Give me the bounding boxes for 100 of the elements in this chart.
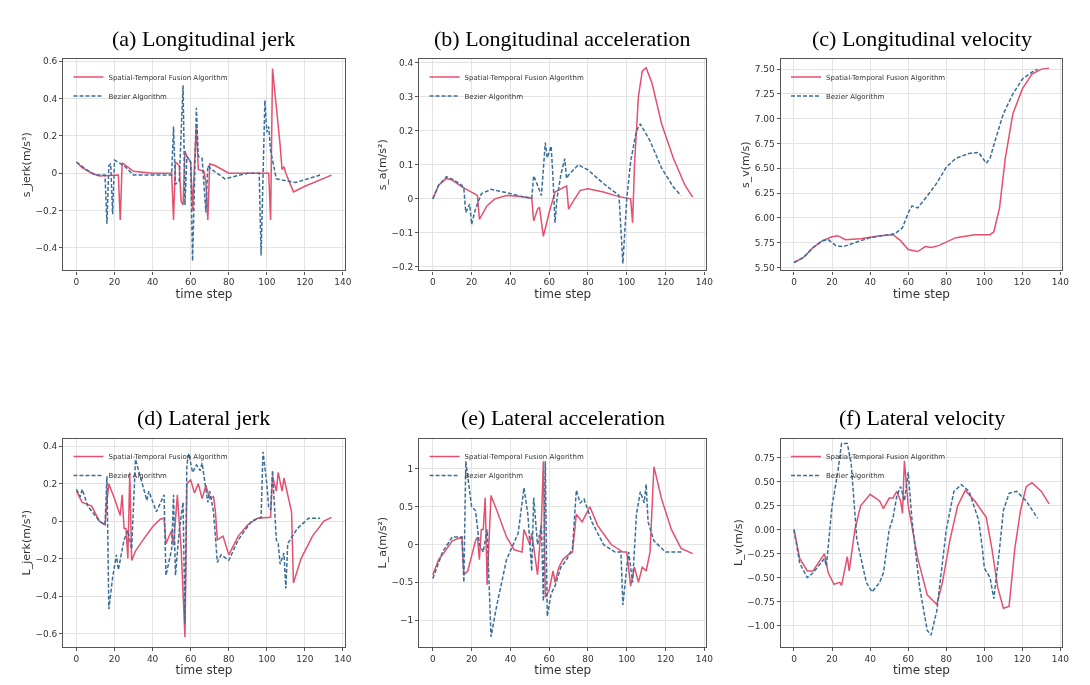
- x-tick-label: 120: [656, 653, 675, 664]
- y-tick-label: 0.4: [399, 57, 414, 68]
- y-tick-label: 5.75: [754, 237, 775, 248]
- x-axis-title: time step: [893, 287, 950, 302]
- y-tick-label: 0.6: [42, 56, 58, 67]
- y-tick-label: 0: [51, 516, 58, 527]
- x-tick-label: 40: [504, 653, 517, 664]
- x-tick-label: 120: [656, 277, 675, 288]
- y-tick-label: 0.50: [754, 476, 776, 487]
- x-axis-title: time step: [534, 287, 592, 302]
- y-tick-label: −1.00: [747, 620, 776, 631]
- x-tick-label: 140: [1051, 653, 1070, 664]
- x-tick-label: 40: [864, 277, 877, 288]
- y-tick-label: −0.75: [747, 596, 775, 607]
- y-tick-label: −0.4: [35, 591, 58, 602]
- y-tick-label: −0.1: [391, 228, 414, 239]
- x-tick-label: 20: [826, 277, 839, 288]
- x-tick-label: 120: [1013, 653, 1032, 664]
- y-tick-label: 0: [407, 539, 414, 550]
- y-tick-label: −0.4: [35, 243, 58, 254]
- y-axis-title: L_v(m/s): [731, 519, 745, 567]
- y-tick-label: 7.25: [754, 89, 775, 100]
- x-tick-label: 120: [296, 277, 314, 288]
- y-tick-label: 0.2: [42, 130, 58, 141]
- y-tick-label: 7.50: [754, 64, 776, 75]
- x-tick-label: 20: [108, 653, 121, 664]
- x-tick-label: 140: [1051, 277, 1070, 288]
- x-tick-label: 60: [543, 277, 556, 288]
- y-tick-label: 0.1: [399, 159, 414, 170]
- x-axis-title: time step: [175, 663, 233, 678]
- y-tick-label: −0.2: [35, 205, 58, 216]
- chart-title: (b) Longitudinal acceleration: [434, 26, 691, 51]
- y-tick-label: 0.25: [754, 500, 775, 511]
- x-tick-label: 0: [791, 277, 798, 288]
- line-series: [75, 471, 333, 638]
- y-tick-label: 0.4: [42, 93, 58, 104]
- y-tick-label: 0.75: [754, 453, 775, 464]
- line-series: [432, 123, 682, 265]
- x-tick-label: 40: [146, 653, 159, 664]
- x-tick-label: 0: [73, 653, 80, 664]
- y-tick-label: −0.50: [747, 572, 776, 583]
- y-tick-label: −0.25: [747, 548, 775, 559]
- y-tick-label: −1: [400, 615, 414, 626]
- x-tick-label: 60: [902, 653, 915, 664]
- y-tick-label: 0.3: [399, 91, 414, 102]
- chart-title: (e) Lateral acceleration: [461, 405, 665, 430]
- x-tick-label: 0: [791, 653, 798, 664]
- x-tick-label: 100: [618, 277, 636, 288]
- x-tick-label: 60: [902, 277, 915, 288]
- y-tick-label: 6.25: [754, 188, 775, 199]
- y-tick-label: 0: [407, 194, 414, 205]
- line-series: [432, 460, 694, 599]
- x-axis-title: time step: [893, 663, 950, 678]
- x-tick-label: 0: [429, 653, 436, 664]
- x-tick-label: 20: [826, 653, 839, 664]
- x-tick-label: 140: [695, 653, 714, 664]
- chart-title: (c) Longitudinal velocity: [812, 26, 1032, 51]
- line-series: [432, 460, 684, 638]
- x-tick-label: 60: [184, 277, 197, 288]
- x-tick-label: 120: [1013, 277, 1032, 288]
- y-tick-label: −0.5: [391, 577, 414, 588]
- y-tick-label: 5.50: [754, 262, 776, 273]
- y-tick-label: 0.2: [399, 125, 414, 136]
- line-series: [75, 451, 321, 625]
- y-tick-label: −0.6: [35, 628, 58, 639]
- x-tick-label: 80: [582, 653, 594, 664]
- y-axis-title: s_jerk(m/s³): [20, 132, 34, 198]
- x-axis-title: time step: [534, 663, 592, 678]
- x-tick-label: 0: [429, 277, 436, 288]
- x-tick-label: 100: [975, 277, 994, 288]
- y-tick-label: 0.00: [754, 524, 776, 535]
- y-tick-label: 7.00: [754, 113, 776, 124]
- line-series: [793, 442, 1039, 636]
- x-tick-label: 40: [504, 277, 517, 288]
- x-tick-label: 60: [543, 653, 556, 664]
- x-tick-label: 100: [258, 277, 276, 288]
- y-tick-label: 6.75: [754, 138, 775, 149]
- x-tick-label: 120: [296, 653, 314, 664]
- x-tick-label: 20: [108, 277, 121, 288]
- x-tick-label: 60: [184, 653, 197, 664]
- y-tick-label: 6.00: [754, 213, 776, 223]
- x-tick-label: 140: [334, 653, 352, 664]
- y-axis-title: L_a(m/s²): [376, 516, 390, 569]
- chart-title: (f) Lateral velocity: [839, 405, 1006, 430]
- x-tick-label: 80: [940, 653, 953, 664]
- y-axis-title: L_jerk(m/s³): [20, 509, 34, 576]
- line-series: [793, 459, 1050, 610]
- y-axis-title: s_a(m/s²): [376, 139, 390, 191]
- x-tick-label: 140: [334, 277, 352, 288]
- x-tick-label: 0: [73, 277, 80, 288]
- y-tick-label: 0.2: [42, 478, 58, 489]
- y-tick-label: −0.2: [391, 262, 414, 273]
- x-tick-label: 80: [940, 277, 953, 288]
- y-tick-label: 0.4: [42, 441, 58, 452]
- line-series: [432, 66, 694, 238]
- x-tick-label: 100: [975, 653, 994, 664]
- chart-title: (a) Longitudinal jerk: [112, 26, 296, 51]
- x-tick-label: 100: [258, 653, 276, 664]
- y-tick-label: 6.50: [754, 163, 776, 174]
- y-tick-label: 1: [407, 464, 414, 475]
